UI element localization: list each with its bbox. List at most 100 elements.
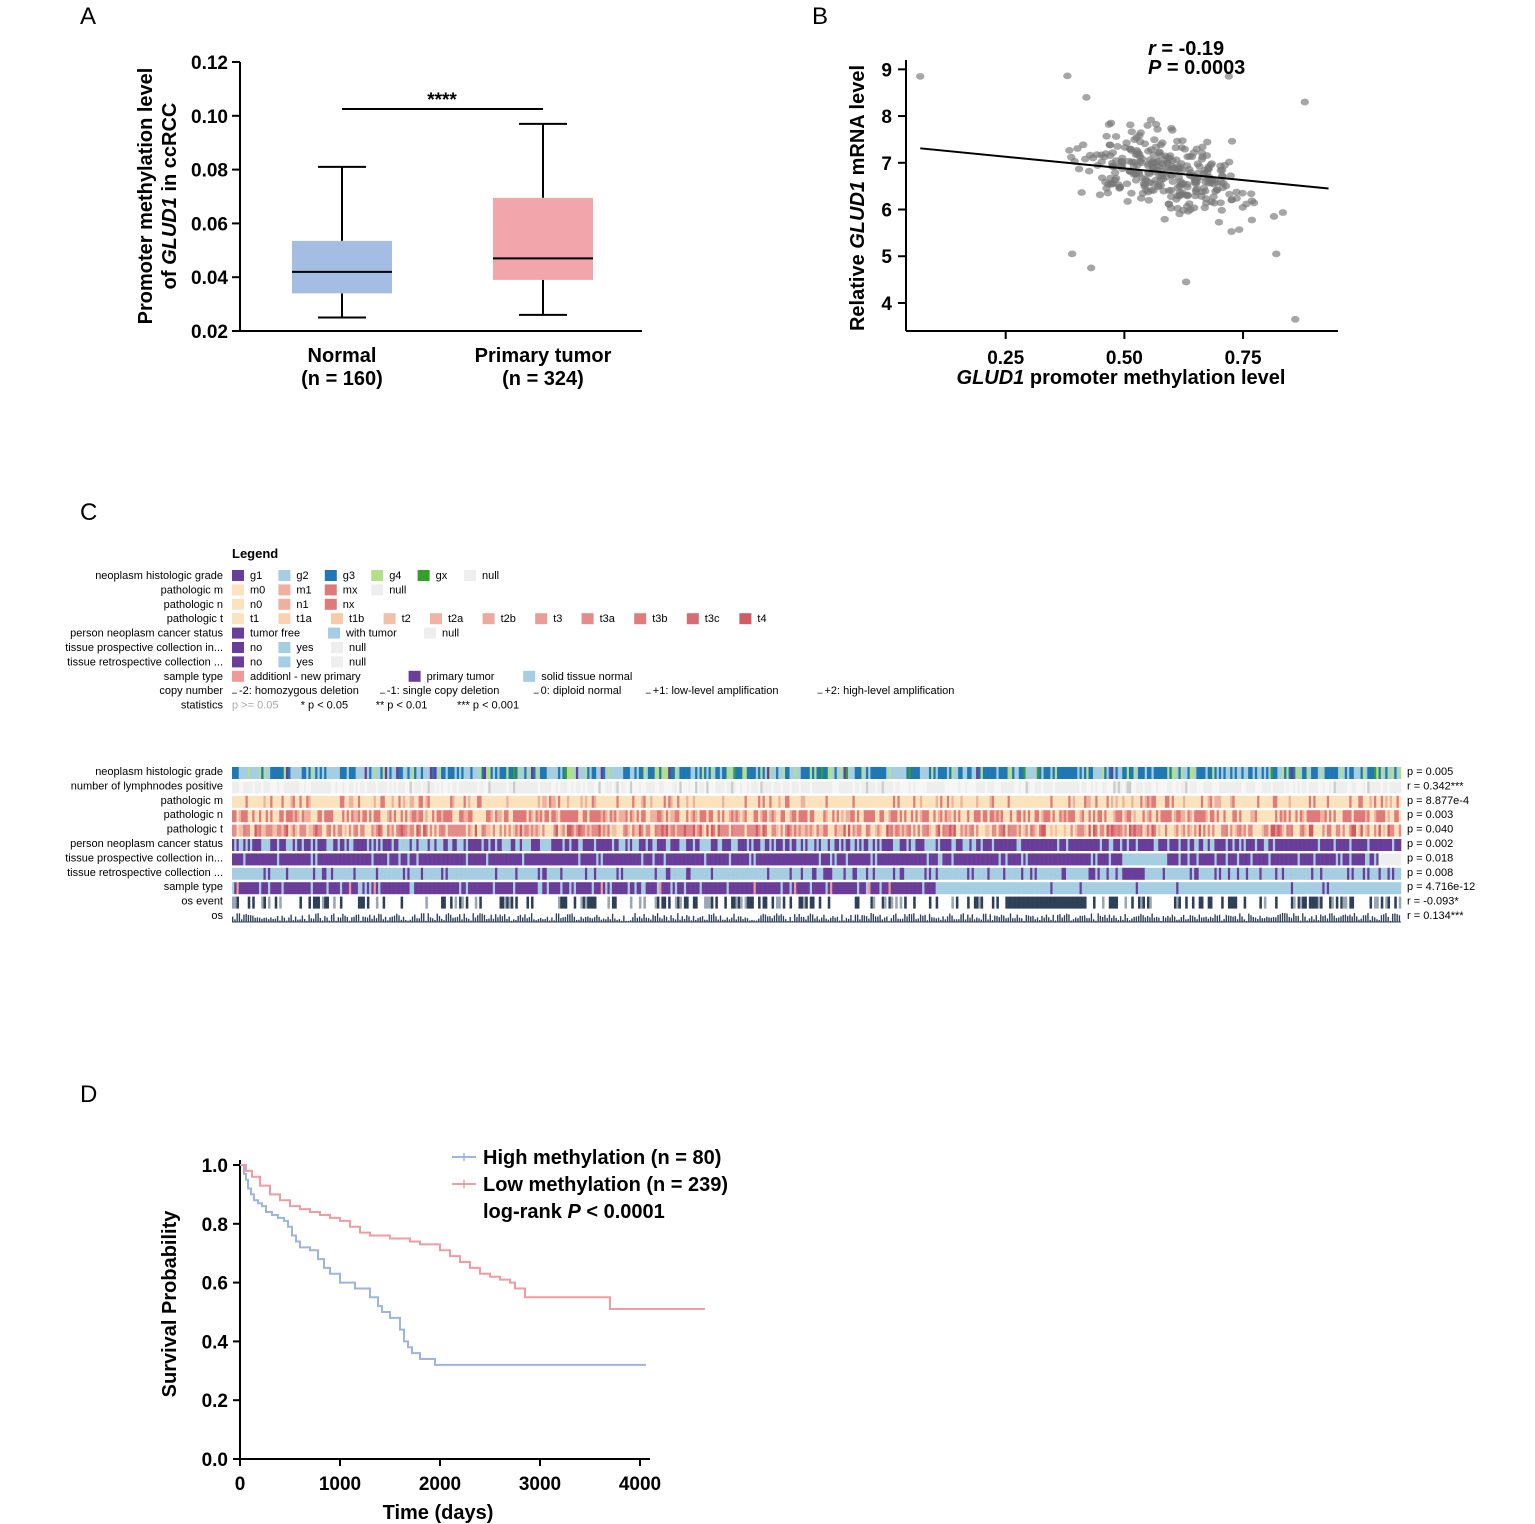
heatmap-cell [1061, 810, 1065, 823]
heatmap-cell [625, 882, 628, 895]
heatmap-cell [544, 781, 548, 794]
heatmap-cell [1032, 867, 1035, 880]
heatmap-cell [317, 882, 320, 895]
heatmap-cell [751, 839, 754, 851]
heatmap-cell [1227, 853, 1231, 866]
heatmap-cell [791, 853, 795, 866]
heatmap-cell [267, 882, 271, 895]
heatmap-cell [1052, 824, 1056, 837]
scatter-point [1067, 153, 1076, 161]
heatmap-cell [423, 882, 426, 895]
heatmap-cell [706, 867, 709, 880]
heatmap-cell [1104, 824, 1107, 837]
heatmap-cell [1216, 867, 1220, 880]
heatmap-cell [1160, 781, 1164, 794]
heatmap-cell [1284, 867, 1287, 880]
heatmap-cell [1342, 853, 1346, 866]
heatmap-cell [1012, 824, 1015, 837]
scatter-point [1131, 176, 1141, 184]
heatmap-cell [294, 767, 298, 779]
heatmap-cell [1095, 781, 1098, 794]
heatmap-cell [445, 839, 449, 851]
heatmap-cell [872, 767, 876, 779]
heatmap-cell [935, 853, 939, 866]
heatmap-cell [486, 810, 489, 823]
heatmap-cell [782, 867, 786, 880]
heatmap-cell [973, 781, 977, 794]
heatmap-cell [1236, 781, 1240, 794]
heatmap-cell [265, 882, 269, 895]
heatmap-cell [1221, 839, 1224, 851]
heatmap-cell [564, 810, 568, 823]
heatmap-cell [240, 839, 244, 851]
statistics-label: ** p < 0.01 [376, 700, 428, 712]
heatmap-cell [1376, 781, 1379, 794]
heatmap-cell [510, 767, 514, 779]
scatter-point [1227, 137, 1237, 145]
heatmap-cell [414, 882, 417, 895]
heatmap-cell [501, 867, 505, 880]
heatmap-cell [1133, 795, 1137, 808]
scatter-point [1173, 204, 1182, 212]
heatmap-cell [1144, 767, 1148, 779]
heatmap-cell [832, 795, 835, 808]
heatmap-cell [591, 795, 595, 808]
heatmap-cell [1057, 810, 1060, 823]
heatmap-cell [580, 824, 583, 837]
heatmap-cell [1234, 867, 1238, 880]
heatmap-cell [1043, 853, 1047, 866]
heatmap-cell [964, 839, 968, 851]
heatmap-cell [1257, 781, 1260, 794]
heatmap-cell [980, 824, 984, 837]
heatmap-cell [1335, 767, 1339, 779]
heatmap-cell [989, 795, 993, 808]
heatmap-cell [566, 795, 570, 808]
heatmap-cell [1259, 767, 1262, 779]
heatmap-cell [357, 867, 361, 880]
heatmap-cell [872, 781, 876, 794]
heatmap-cell [1360, 853, 1364, 866]
heatmap-cell [569, 795, 572, 808]
heatmap-cell [737, 810, 741, 823]
heatmap-cell [301, 867, 305, 880]
heatmap-cell [353, 795, 356, 808]
heatmap-cell [1113, 767, 1116, 779]
heatmap-cell [620, 810, 624, 823]
heatmap-cell [908, 810, 912, 823]
heatmap-cell [1110, 853, 1114, 866]
heatmap-cell [672, 810, 676, 823]
heatmap-cell [306, 781, 309, 794]
heatmap-cell [488, 839, 491, 851]
heatmap-cell [1293, 867, 1296, 880]
scatter-point [1146, 116, 1156, 124]
heatmap-cell [1245, 810, 1249, 823]
heatmap-cell [746, 824, 750, 837]
heatmap-cell [497, 795, 500, 808]
heatmap-cell [416, 839, 419, 851]
heatmap-cell [1171, 839, 1175, 851]
heatmap-cell [1383, 853, 1386, 866]
heatmap-cell [1189, 810, 1193, 823]
heatmap-cell [843, 882, 847, 895]
heatmap-cell [607, 839, 610, 851]
heatmap-cell [931, 767, 934, 779]
heatmap-cell [274, 867, 278, 880]
heatmap-cell [1347, 853, 1350, 866]
heatmap-cell [1257, 867, 1260, 880]
heatmap-cell [1286, 781, 1289, 794]
heatmap-cell [1243, 767, 1247, 779]
heatmap-cell [735, 824, 739, 837]
heatmap-cell [1097, 824, 1101, 837]
legend-swatch [278, 598, 291, 610]
heatmap-cell [1279, 824, 1283, 837]
heatmap-cell [1122, 795, 1125, 808]
heatmap-cell [782, 839, 786, 851]
legend-swatch [331, 656, 343, 668]
heatmap-cell [474, 810, 478, 823]
heatmap-cell [1322, 767, 1325, 779]
heatmap-cell [1198, 853, 1202, 866]
heatmap-cell [1344, 810, 1348, 823]
heatmap-cell [443, 795, 446, 808]
heatmap-cell [1342, 810, 1346, 823]
heatmap-cell [526, 795, 530, 808]
